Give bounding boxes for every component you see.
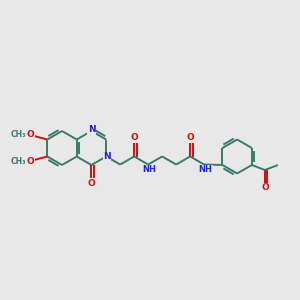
Text: N: N [88, 125, 95, 134]
Text: NH: NH [198, 165, 212, 174]
Text: O: O [88, 178, 95, 188]
Text: O: O [130, 133, 138, 142]
Text: CH₃: CH₃ [11, 157, 26, 166]
Text: N: N [103, 152, 111, 161]
Text: O: O [26, 157, 34, 166]
Text: O: O [186, 133, 194, 142]
Text: CH₃: CH₃ [11, 130, 26, 139]
Text: O: O [26, 130, 34, 139]
Text: O: O [261, 184, 269, 193]
Text: NH: NH [142, 165, 156, 174]
